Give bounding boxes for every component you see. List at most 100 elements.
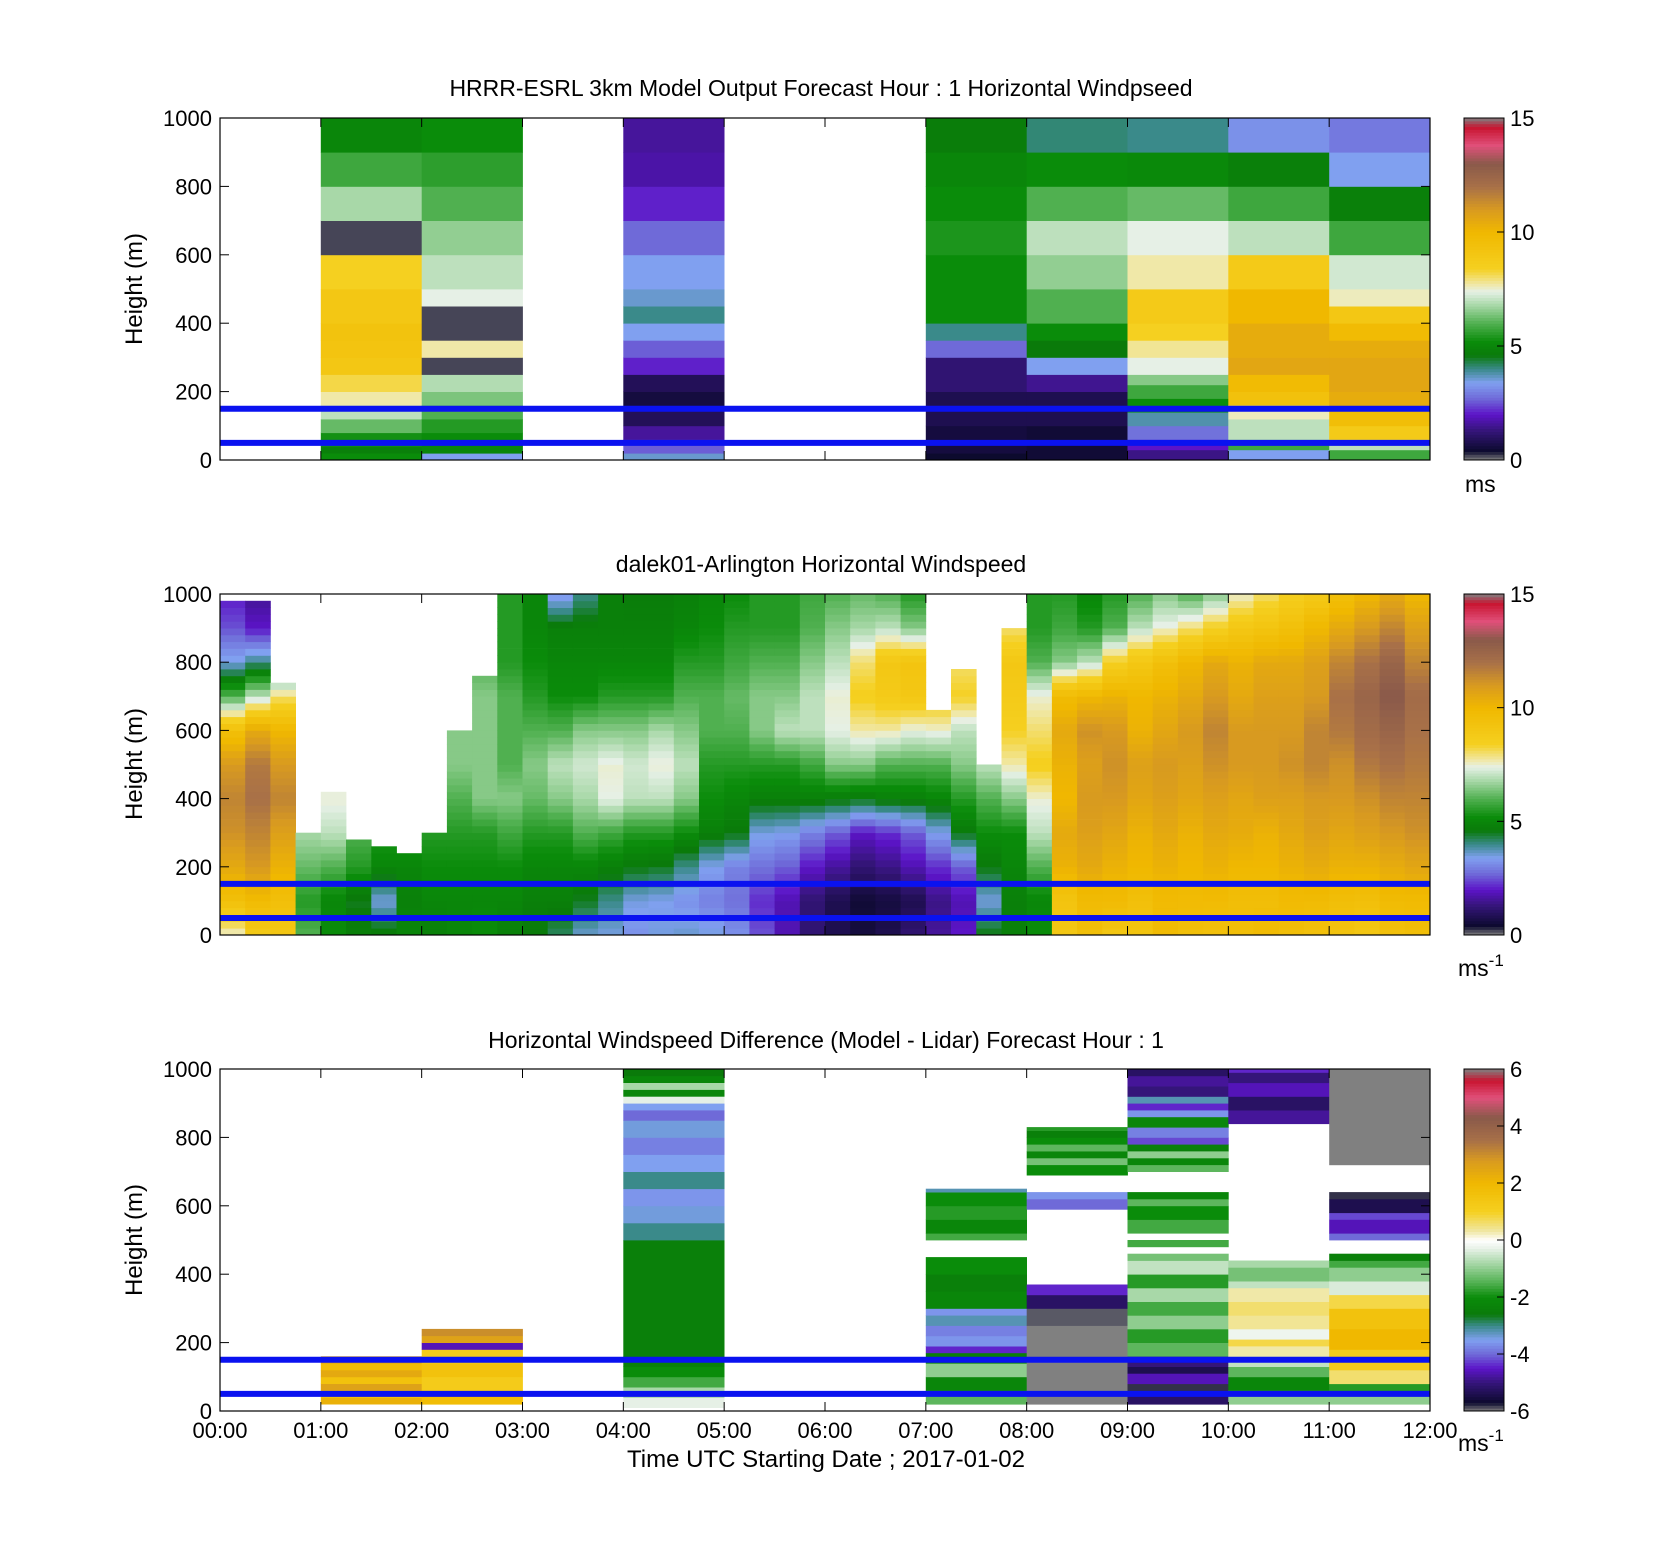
difference-colorbar-swatch: [1464, 1388, 1504, 1392]
lidar-heatmap-cell: [900, 764, 927, 772]
lidar-heatmap-cell: [572, 825, 599, 834]
lidar-heatmap-cell: [1077, 805, 1103, 813]
lidar-heatmap-cell: [1026, 907, 1053, 915]
lidar-heatmap-cell: [1152, 655, 1179, 663]
lidar-heatmap-cell: [270, 703, 296, 711]
lidar-heatmap-cell: [1152, 689, 1179, 697]
lidar-heatmap-cell: [799, 628, 826, 636]
model-heatmap-cell: [1329, 186, 1431, 221]
lidar-heatmap-cell: [1203, 628, 1229, 636]
lidar-heatmap-cell: [673, 860, 700, 868]
lidar-heatmap-cell: [371, 928, 397, 936]
difference-colorbar-swatch: [1464, 1245, 1504, 1250]
lidar-heatmap-cell: [497, 600, 523, 608]
lidar-heatmap-cell: [1228, 771, 1254, 779]
lidar-heatmap-cell: [673, 805, 700, 813]
difference-colorbar-swatch: [1464, 1114, 1504, 1118]
lidar-colorbar-swatch: [1464, 687, 1504, 692]
lidar-heatmap-cell: [598, 696, 624, 704]
lidar-heatmap-cell: [1102, 709, 1128, 718]
lidar-heatmap-cell: [1051, 825, 1078, 834]
lidar-heatmap-cell: [749, 648, 775, 656]
lidar-heatmap-cell: [1253, 907, 1280, 915]
lidar-heatmap-cell: [724, 866, 750, 874]
lidar-heatmap-cell: [799, 894, 826, 902]
lidar-heatmap-cell: [799, 846, 826, 854]
lidar-heatmap-cell: [623, 894, 649, 902]
lidar-colorbar-swatch: [1464, 846, 1504, 851]
lidar-heatmap-cell: [1001, 832, 1028, 840]
lidar-heatmap-cell: [925, 737, 952, 745]
lidar-heatmap-cell: [774, 846, 801, 854]
lidar-heatmap-cell: [623, 900, 649, 909]
lidar-heatmap-cell: [925, 866, 952, 874]
lidar-heatmap-cell: [623, 750, 649, 759]
lidar-heatmap-cell: [774, 860, 801, 868]
lidar-heatmap-cell: [1026, 928, 1053, 936]
lidar-heatmap-cell: [598, 798, 624, 806]
lidar-heatmap-cell: [1026, 594, 1053, 602]
lidar-heatmap-cell: [1203, 662, 1229, 670]
lidar-heatmap-cell: [850, 716, 876, 724]
lidar-heatmap-cell: [547, 853, 574, 861]
model-colorbar-swatch: [1464, 289, 1504, 293]
difference-heatmap-cell: [623, 1137, 725, 1155]
lidar-heatmap-cell: [245, 894, 271, 902]
difference-colorbar-swatch: [1464, 1371, 1504, 1375]
lidar-heatmap-cell: [1152, 594, 1179, 602]
lidar-heatmap-cell: [875, 703, 901, 711]
model-colorbar-swatch: [1464, 383, 1504, 387]
lidar-heatmap-cell: [547, 744, 574, 752]
lidar-heatmap-cell: [1379, 853, 1406, 861]
lidar-heatmap-cell: [598, 634, 624, 643]
lidar-heatmap-cell: [875, 887, 901, 895]
lidar-heatmap-cell: [699, 853, 725, 861]
difference-heatmap-cell: [1026, 1308, 1128, 1326]
lidar-heatmap-cell: [1329, 723, 1355, 731]
lidar-heatmap-cell: [1127, 866, 1154, 874]
model-colorbar-swatch: [1464, 317, 1504, 321]
model-colorbar-swatch: [1464, 394, 1504, 398]
lidar-heatmap-cell: [951, 798, 977, 806]
lidar-heatmap-cell: [497, 716, 523, 724]
lidar-heatmap-cell: [623, 860, 649, 868]
lidar-heatmap-cell: [522, 709, 549, 718]
lidar-heatmap-cell: [270, 764, 296, 772]
lidar-heatmap-cell: [1228, 655, 1254, 663]
lidar-heatmap-cell: [421, 921, 448, 929]
lidar-heatmap-cell: [1379, 825, 1406, 834]
lidar-heatmap-cell: [1329, 648, 1355, 656]
lidar-heatmap-cell: [1228, 709, 1254, 718]
lidar-heatmap-cell: [699, 839, 725, 847]
lidar-heatmap-cell: [547, 900, 574, 909]
lidar-heatmap-cell: [850, 812, 876, 820]
lidar-heatmap-cell: [1077, 846, 1103, 854]
lidar-heatmap-cell: [1354, 812, 1380, 820]
lidar-heatmap-cell: [648, 723, 675, 731]
lidar-heatmap-cell: [976, 832, 1002, 840]
lidar-heatmap-cell: [270, 798, 296, 806]
lidar-heatmap-cell: [1278, 669, 1305, 677]
lidar-heatmap-cell: [1304, 723, 1330, 731]
lidar-heatmap-cell: [799, 853, 826, 861]
lidar-heatmap-cell: [598, 757, 624, 765]
lidar-heatmap-cell: [245, 655, 271, 663]
lidar-heatmap-cell: [1379, 607, 1406, 615]
lidar-heatmap-cell: [925, 853, 952, 861]
lidar-heatmap-cell: [220, 873, 246, 881]
model-heatmap-cell: [1127, 340, 1229, 358]
difference-colorbar-swatch: [1464, 1248, 1504, 1252]
lidar-heatmap-cell: [1152, 730, 1179, 738]
lidar-heatmap-cell: [522, 682, 549, 690]
difference-heatmap-cell: [1228, 1267, 1330, 1282]
model-colorbar-swatch: [1464, 226, 1504, 230]
lidar-heatmap-cell: [1404, 696, 1431, 704]
lidar-heatmap-cell: [1051, 730, 1078, 738]
lidar-heatmap-cell: [421, 846, 448, 854]
model-colorbar-swatch: [1464, 454, 1504, 458]
difference-heatmap-cell: [1228, 1366, 1330, 1378]
lidar-heatmap-cell: [522, 607, 549, 615]
model-colorbar-swatch: [1464, 297, 1504, 301]
lidar-heatmap-cell: [1304, 614, 1330, 622]
lidar-heatmap-cell: [547, 709, 574, 718]
